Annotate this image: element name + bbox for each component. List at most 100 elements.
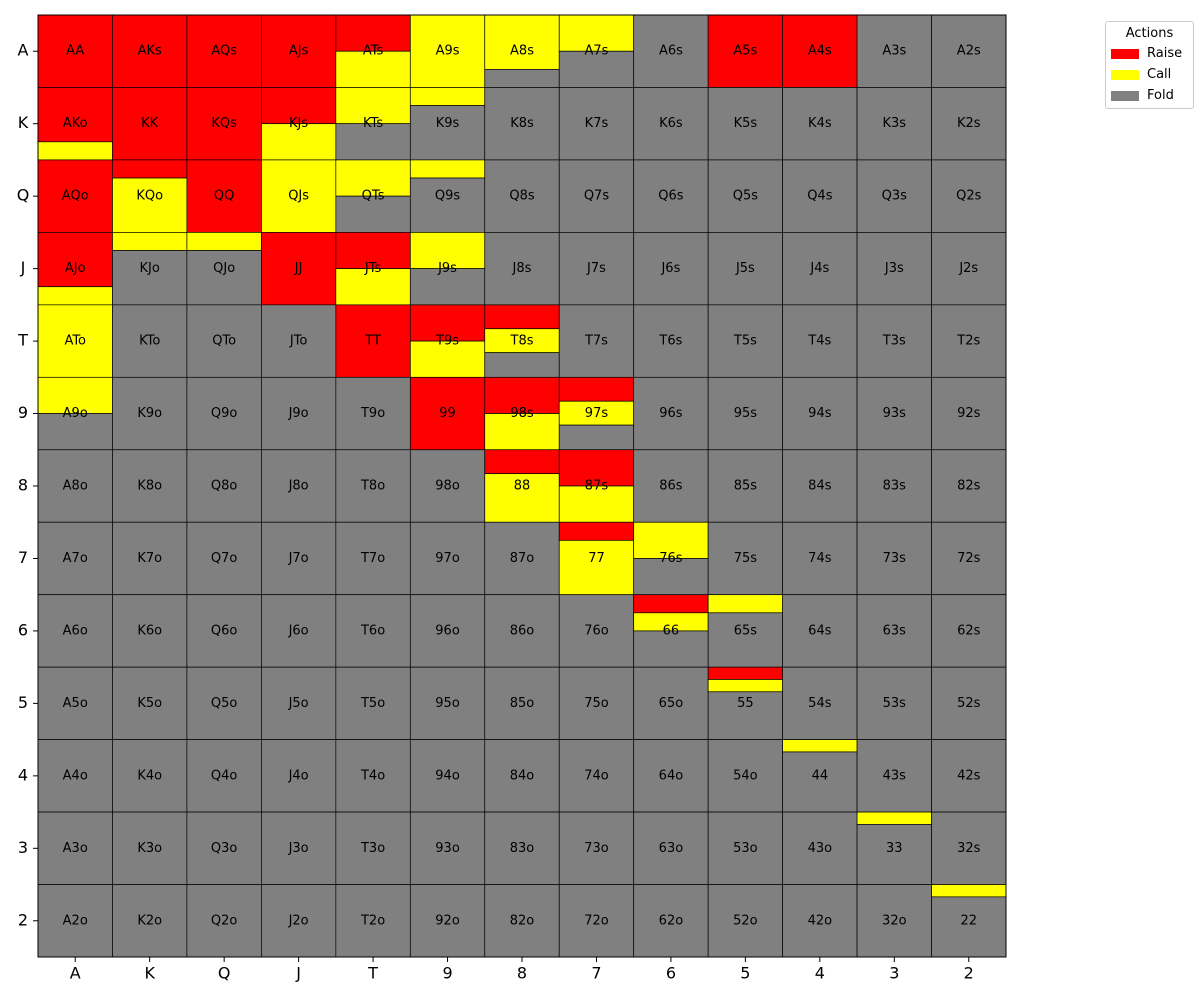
cell-K6s-fold [633, 87, 709, 161]
cell-label-K8o: K8o [137, 479, 162, 494]
cell-label-32s: 32s [957, 841, 981, 856]
cell-44-fold [782, 751, 858, 813]
cell-label-88: 88 [514, 479, 531, 494]
cell-64o-fold [633, 739, 709, 813]
cell-52s-fold [931, 666, 1007, 740]
cell-label-K2o: K2o [137, 913, 162, 928]
cell-A7s-call [558, 14, 635, 52]
cell-82s-fold [931, 449, 1007, 523]
cell-label-98o: 98o [435, 479, 460, 494]
cell-label-J3s: J3s [884, 261, 904, 276]
cell-label-TT: TT [364, 334, 381, 349]
cell-54o-fold [707, 739, 783, 813]
cell-84o-fold [484, 739, 560, 813]
cell-K6o-fold [112, 594, 188, 668]
cell-K5o-fold [112, 666, 188, 740]
cell-label-43s: 43s [883, 768, 907, 783]
cell-92o-fold [409, 884, 486, 958]
cell-label-95o: 95o [435, 696, 460, 711]
cell-label-93s: 93s [883, 406, 907, 421]
cell-label-43o: 43o [808, 841, 833, 856]
y-tick-label: T [17, 331, 28, 350]
cell-label-Q4o: Q4o [211, 768, 238, 783]
cell-K9s-call [409, 87, 486, 106]
cell-label-82o: 82o [510, 913, 535, 928]
cell-label-T9o: T9o [360, 406, 385, 421]
y-tick-label: 2 [18, 910, 28, 929]
x-tick-label: 3 [889, 964, 899, 983]
cell-label-K4s: K4s [808, 116, 832, 131]
cell-label-QTs: QTs [362, 189, 385, 204]
cell-label-55: 55 [737, 696, 754, 711]
cell-label-Q7o: Q7o [211, 551, 238, 566]
cell-55-raise [707, 666, 783, 680]
legend-title: Actions [1125, 26, 1174, 41]
cell-97s-raise [558, 376, 635, 402]
cell-label-K7o: K7o [137, 551, 162, 566]
y-tick-label: 4 [18, 765, 28, 784]
cell-AKo-raise [37, 87, 113, 143]
cell-86o-fold [484, 594, 560, 668]
cell-76s-call [633, 521, 709, 559]
cell-label-A2s: A2s [957, 44, 981, 59]
cell-33-fold [856, 824, 932, 885]
cell-K2s-fold [931, 87, 1007, 161]
legend-swatch-fold [1111, 90, 1139, 101]
cell-Q4s-fold [782, 159, 858, 233]
x-tick-label: 8 [517, 964, 527, 983]
cell-label-J9o: J9o [288, 406, 309, 421]
cell-label-T7o: T7o [360, 551, 385, 566]
cell-96s-fold [633, 376, 709, 451]
cell-T8s-raise [484, 304, 560, 330]
cell-72o-fold [558, 884, 635, 958]
cell-label-J8s: J8s [512, 261, 532, 276]
cell-label-J6s: J6s [660, 261, 680, 276]
cell-74s-fold [782, 521, 858, 596]
cell-53s-fold [856, 666, 932, 740]
hand-labels: AA AKs AQs AJs ATs A9s A8s A7s A6s A5s A4s A3s A2s AK… [62, 44, 982, 929]
cell-KTs-call [335, 87, 411, 125]
cell-label-K9o: K9o [137, 406, 162, 421]
cell-label-73o: 73o [584, 841, 609, 856]
cell-label-Q5o: Q5o [211, 696, 238, 711]
y-tick-label: 6 [18, 620, 28, 639]
cell-label-62o: 62o [659, 913, 684, 928]
cell-J3o-fold [261, 811, 337, 885]
cell-label-QQ: QQ [214, 189, 234, 204]
cell-A3s-fold [856, 14, 932, 88]
cell-87s-raise [558, 449, 635, 487]
cell-label-A3o: A3o [63, 841, 88, 856]
cell-QJo-fold [186, 250, 262, 306]
cell-label-J5o: J5o [288, 696, 309, 711]
cell-52o-fold [707, 884, 783, 958]
cell-label-KQo: KQo [136, 189, 163, 204]
cell-label-A9o: A9o [63, 406, 88, 421]
cell-label-KTo: KTo [139, 334, 160, 349]
cell-65s-call [707, 594, 783, 614]
cell-88-call [484, 473, 560, 523]
y-tick-label: 3 [18, 838, 28, 857]
cell-T8o-fold [335, 449, 411, 523]
cell-label-J4o: J4o [288, 768, 309, 783]
cell-label-93o: 93o [435, 841, 460, 856]
cell-T3s-fold [856, 304, 932, 378]
cell-87o-fold [484, 521, 560, 596]
cell-label-Q8o: Q8o [211, 479, 238, 494]
legend-swatch-raise [1111, 48, 1139, 59]
cell-label-J7o: J7o [288, 551, 309, 566]
cell-label-65s: 65s [734, 623, 758, 638]
cell-62o-fold [633, 884, 709, 958]
cell-J7o-fold [261, 521, 337, 596]
cell-QTs-fold [335, 195, 411, 233]
cell-label-T9s: T9s [435, 334, 459, 349]
cell-label-T8o: T8o [360, 479, 385, 494]
cell-TT-raise [335, 304, 411, 378]
cell-95o-fold [409, 666, 486, 740]
x-tick-label: 6 [666, 964, 676, 983]
cell-62s-fold [931, 594, 1007, 668]
cell-92s-fold [931, 376, 1007, 451]
cell-94s-fold [782, 376, 858, 451]
cell-32s-fold [931, 811, 1007, 885]
cell-KQo-call [112, 177, 188, 233]
cell-KJo-call [112, 232, 188, 251]
